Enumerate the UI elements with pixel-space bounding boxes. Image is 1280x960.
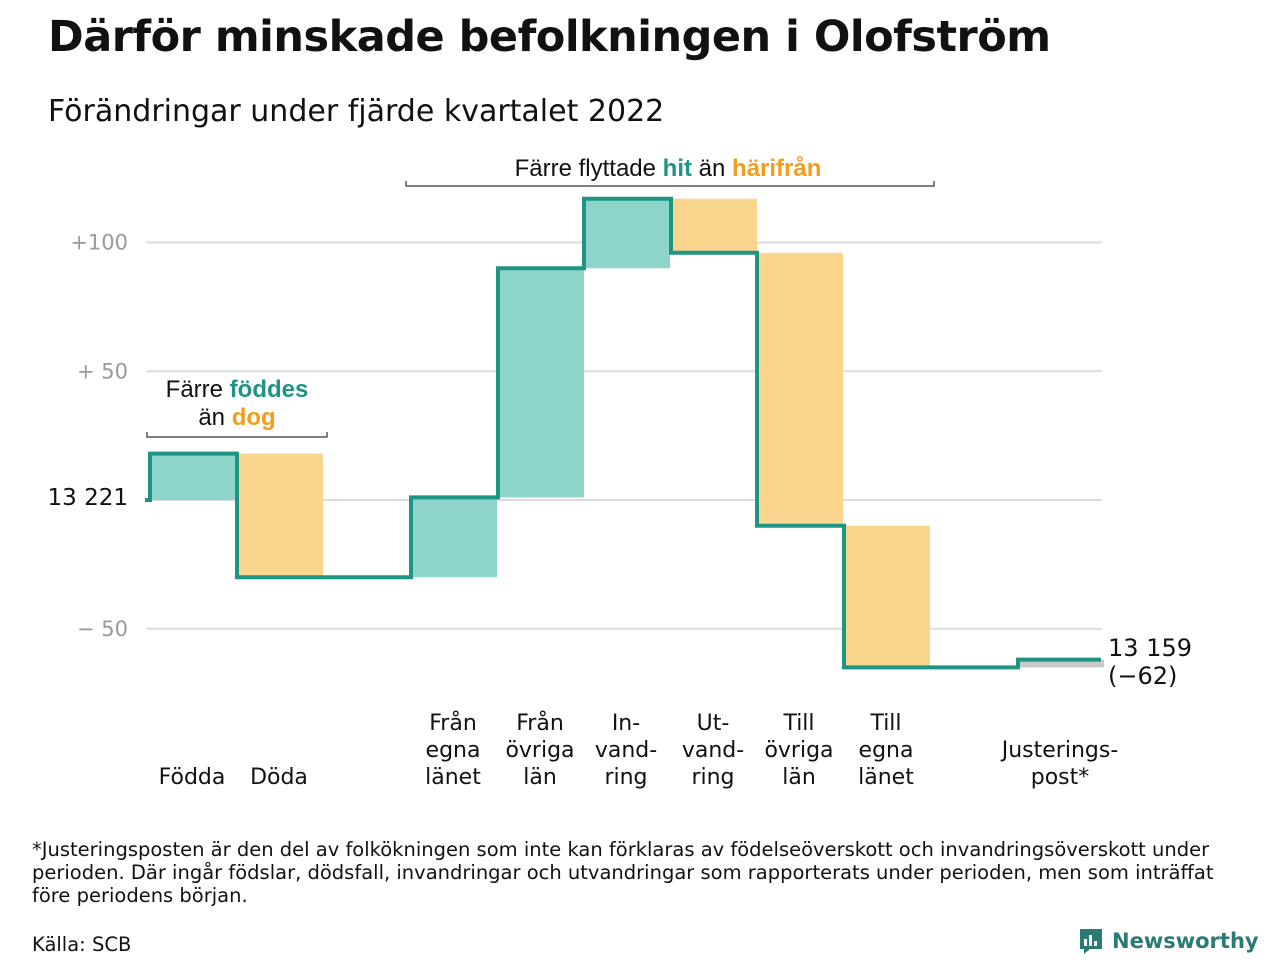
source-note: Källa: SCB xyxy=(32,933,132,956)
category-label: post* xyxy=(1031,765,1090,790)
category-label: län xyxy=(523,765,557,790)
category-label: Från xyxy=(516,710,564,736)
category-label: egna xyxy=(426,738,481,763)
category-label: vand- xyxy=(595,738,657,763)
births-annotation-line1: Färre föddes xyxy=(166,376,309,403)
running-total-line xyxy=(145,196,1101,670)
migration-bracket xyxy=(405,181,935,187)
category-label: länet xyxy=(858,765,914,790)
category-label: Födda xyxy=(159,765,226,790)
end-value-label: 13 159 xyxy=(1108,634,1192,662)
waterfall-bar xyxy=(671,198,757,253)
category-label: ring xyxy=(604,765,647,790)
category-label: övriga xyxy=(764,738,833,763)
start-value-label: 13 221 xyxy=(48,485,128,511)
newsworthy-logo-icon xyxy=(1080,929,1102,954)
births-bracket xyxy=(146,432,328,438)
category-label: Från xyxy=(429,710,477,736)
category-label: Justerings- xyxy=(1000,738,1119,763)
waterfall-bar xyxy=(584,198,670,269)
waterfall-bar xyxy=(411,497,497,578)
births-annotation-line2: än dog xyxy=(198,404,275,431)
category-label: län xyxy=(782,765,816,790)
waterfall-bar xyxy=(1018,659,1104,668)
category-label: In- xyxy=(612,711,640,736)
category-label: Till xyxy=(869,711,901,736)
category-label: ring xyxy=(691,765,734,790)
waterfall-bar xyxy=(844,525,930,668)
category-label: vand- xyxy=(682,738,744,763)
brand-name: Newsworthy xyxy=(1112,929,1259,953)
category-label: Ut- xyxy=(697,711,730,736)
y-tick-label: + 50 xyxy=(77,359,128,383)
category-label: Döda xyxy=(250,765,308,790)
category-label: egna xyxy=(859,738,914,763)
chart-subtitle: Förändringar under fjärde kvartalet 2022 xyxy=(48,94,665,129)
waterfall-bar xyxy=(237,453,323,578)
migration-annotation: Färre flyttade hit än härifrån xyxy=(515,155,822,182)
y-tick-label: +100 xyxy=(70,231,128,255)
category-label: Till xyxy=(782,711,814,736)
end-change-label: (−62) xyxy=(1108,662,1177,690)
y-tick-label: − 50 xyxy=(77,617,128,641)
category-label: länet xyxy=(425,765,481,790)
brand-logo: Newsworthy xyxy=(1078,927,1259,955)
waterfall-chart: +100 + 50 − 50 13 221 13 159(−62) Födda Döda Fr… xyxy=(48,155,1192,790)
waterfall-bar xyxy=(757,252,843,526)
chart-title: Därför minskade befolkningen i Olofström xyxy=(48,12,1051,62)
waterfall-bar xyxy=(150,453,236,500)
footnote: *Justeringsposten är den del av folkökni… xyxy=(32,838,1214,907)
waterfall-bar xyxy=(498,268,584,498)
category-label: övriga xyxy=(505,738,574,763)
